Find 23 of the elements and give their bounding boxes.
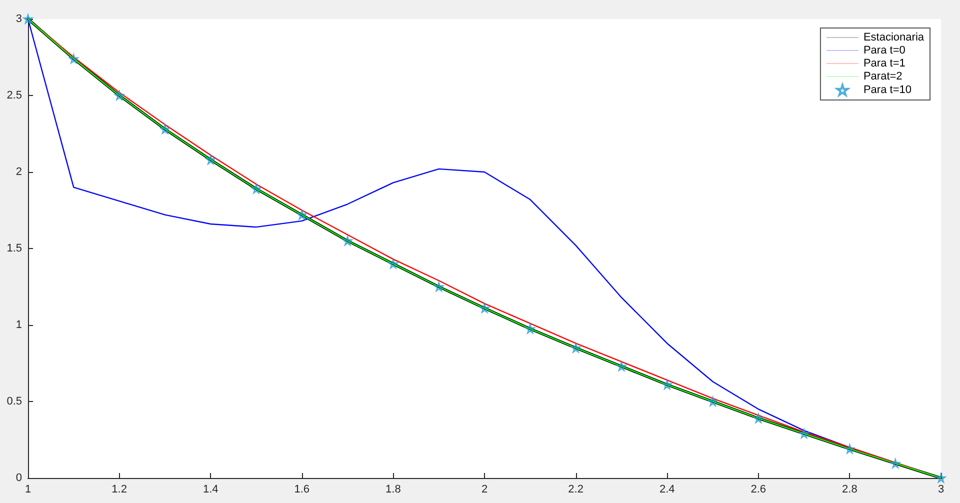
y-tick-label: 3	[16, 13, 22, 25]
legend-label: Para t=0	[863, 44, 906, 56]
y-tick-label: 1.5	[6, 242, 22, 254]
x-tick-label: 2	[481, 484, 488, 496]
legend-label: Estacionaria	[863, 32, 925, 44]
x-tick-label: 1.6	[294, 484, 310, 496]
y-tick-label: 2.5	[6, 90, 22, 102]
x-tick-label: 2.2	[568, 484, 584, 496]
x-tick-label: 2.6	[750, 484, 766, 496]
y-tick-label: 2	[16, 166, 22, 178]
x-tick-label: 2.4	[659, 484, 675, 496]
x-tick-label: 1.4	[202, 484, 218, 496]
x-tick-label: 1	[24, 484, 32, 496]
x-tick-label: 1.8	[386, 484, 401, 496]
legend-label: Para t=1	[863, 58, 906, 70]
y-tick-label: 0.5	[6, 396, 22, 408]
y-tick-label: 0	[16, 472, 22, 484]
legend-label: Para t=10	[863, 84, 912, 96]
y-tick-label: 1	[16, 319, 22, 331]
legend-label: Parat=2	[863, 70, 902, 82]
x-tick-label: 2.8	[842, 484, 858, 496]
x-tick-label: 3	[938, 484, 944, 496]
x-tick-label: 1.2	[112, 484, 127, 496]
